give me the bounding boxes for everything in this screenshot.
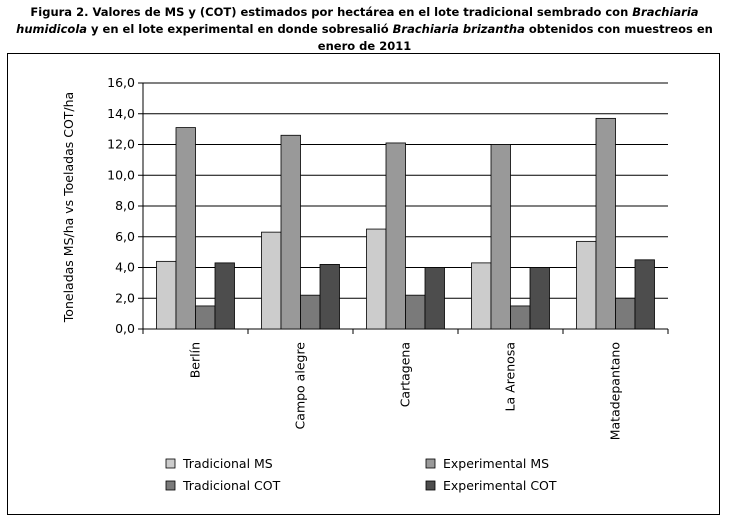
x-category-label: Campo alegre xyxy=(293,342,308,430)
y-tick-label: 10,0 xyxy=(107,167,135,182)
bar-tradicional-cot xyxy=(615,297,636,330)
y-tick-label: 16,0 xyxy=(107,75,135,90)
caption-text-2: y en el lote experimental en donde sobre… xyxy=(87,22,393,36)
legend-swatch xyxy=(165,480,176,491)
bar-experimental-ms xyxy=(385,142,406,330)
legend-label: Experimental COT xyxy=(443,478,557,493)
x-category-label: Berlín xyxy=(188,342,203,378)
caption-text-1: Valores de MS y (COT) estimados por hect… xyxy=(88,5,633,19)
y-axis-label: Toneladas MS/ha vs Toeladas COT/ha xyxy=(61,92,76,323)
y-tick-label: 14,0 xyxy=(107,106,135,121)
caption-species-2: Brachiaria brizantha xyxy=(392,22,525,36)
legend-swatch xyxy=(425,458,436,469)
bar-tradicional-ms xyxy=(366,228,387,330)
y-tick-label: 0,0 xyxy=(115,321,135,336)
bar-experimental-ms xyxy=(490,144,511,330)
y-tick-label: 12,0 xyxy=(107,137,135,152)
figure-label: Figura 2. xyxy=(30,5,89,19)
bar-experimental-ms xyxy=(175,127,196,330)
legend-label: Experimental MS xyxy=(443,456,549,471)
bar-experimental-ms xyxy=(595,117,616,330)
bar-experimental-cot xyxy=(634,259,655,330)
legend-swatch xyxy=(425,480,436,491)
y-tick-label: 2,0 xyxy=(115,290,135,305)
chart-frame xyxy=(7,53,720,515)
bar-tradicional-ms xyxy=(471,262,492,330)
bar-tradicional-cot xyxy=(405,294,426,330)
bar-tradicional-ms xyxy=(156,260,177,330)
bar-tradicional-cot xyxy=(300,294,321,330)
legend-label: Tradicional COT xyxy=(182,478,281,493)
x-category-label: Cartagena xyxy=(398,342,413,407)
bar-experimental-cot xyxy=(214,262,235,330)
bar-experimental-cot xyxy=(529,267,550,330)
caption-species-1: Brachiaria humidicola xyxy=(16,5,699,36)
y-tick-label: 8,0 xyxy=(115,198,135,213)
y-tick-label: 4,0 xyxy=(115,260,135,275)
bar-experimental-cot xyxy=(319,264,340,330)
bar-tradicional-cot xyxy=(510,305,531,330)
bar-tradicional-ms xyxy=(576,240,597,330)
x-category-label: Matadepantano xyxy=(608,342,623,440)
bar-experimental-ms xyxy=(280,134,301,330)
bar-tradicional-ms xyxy=(261,231,282,330)
legend-label: Tradicional MS xyxy=(182,456,273,471)
legend-swatch xyxy=(165,458,176,469)
y-tick-label: 6,0 xyxy=(115,229,135,244)
figure-caption: Figura 2. Valores de MS y (COT) estimado… xyxy=(6,4,723,55)
bar-experimental-cot xyxy=(424,267,445,330)
x-category-label: La Arenosa xyxy=(503,342,518,411)
caption-text-3: obtenidos con muestreos en enero de 2011 xyxy=(317,22,713,53)
bar-tradicional-cot xyxy=(195,305,216,330)
